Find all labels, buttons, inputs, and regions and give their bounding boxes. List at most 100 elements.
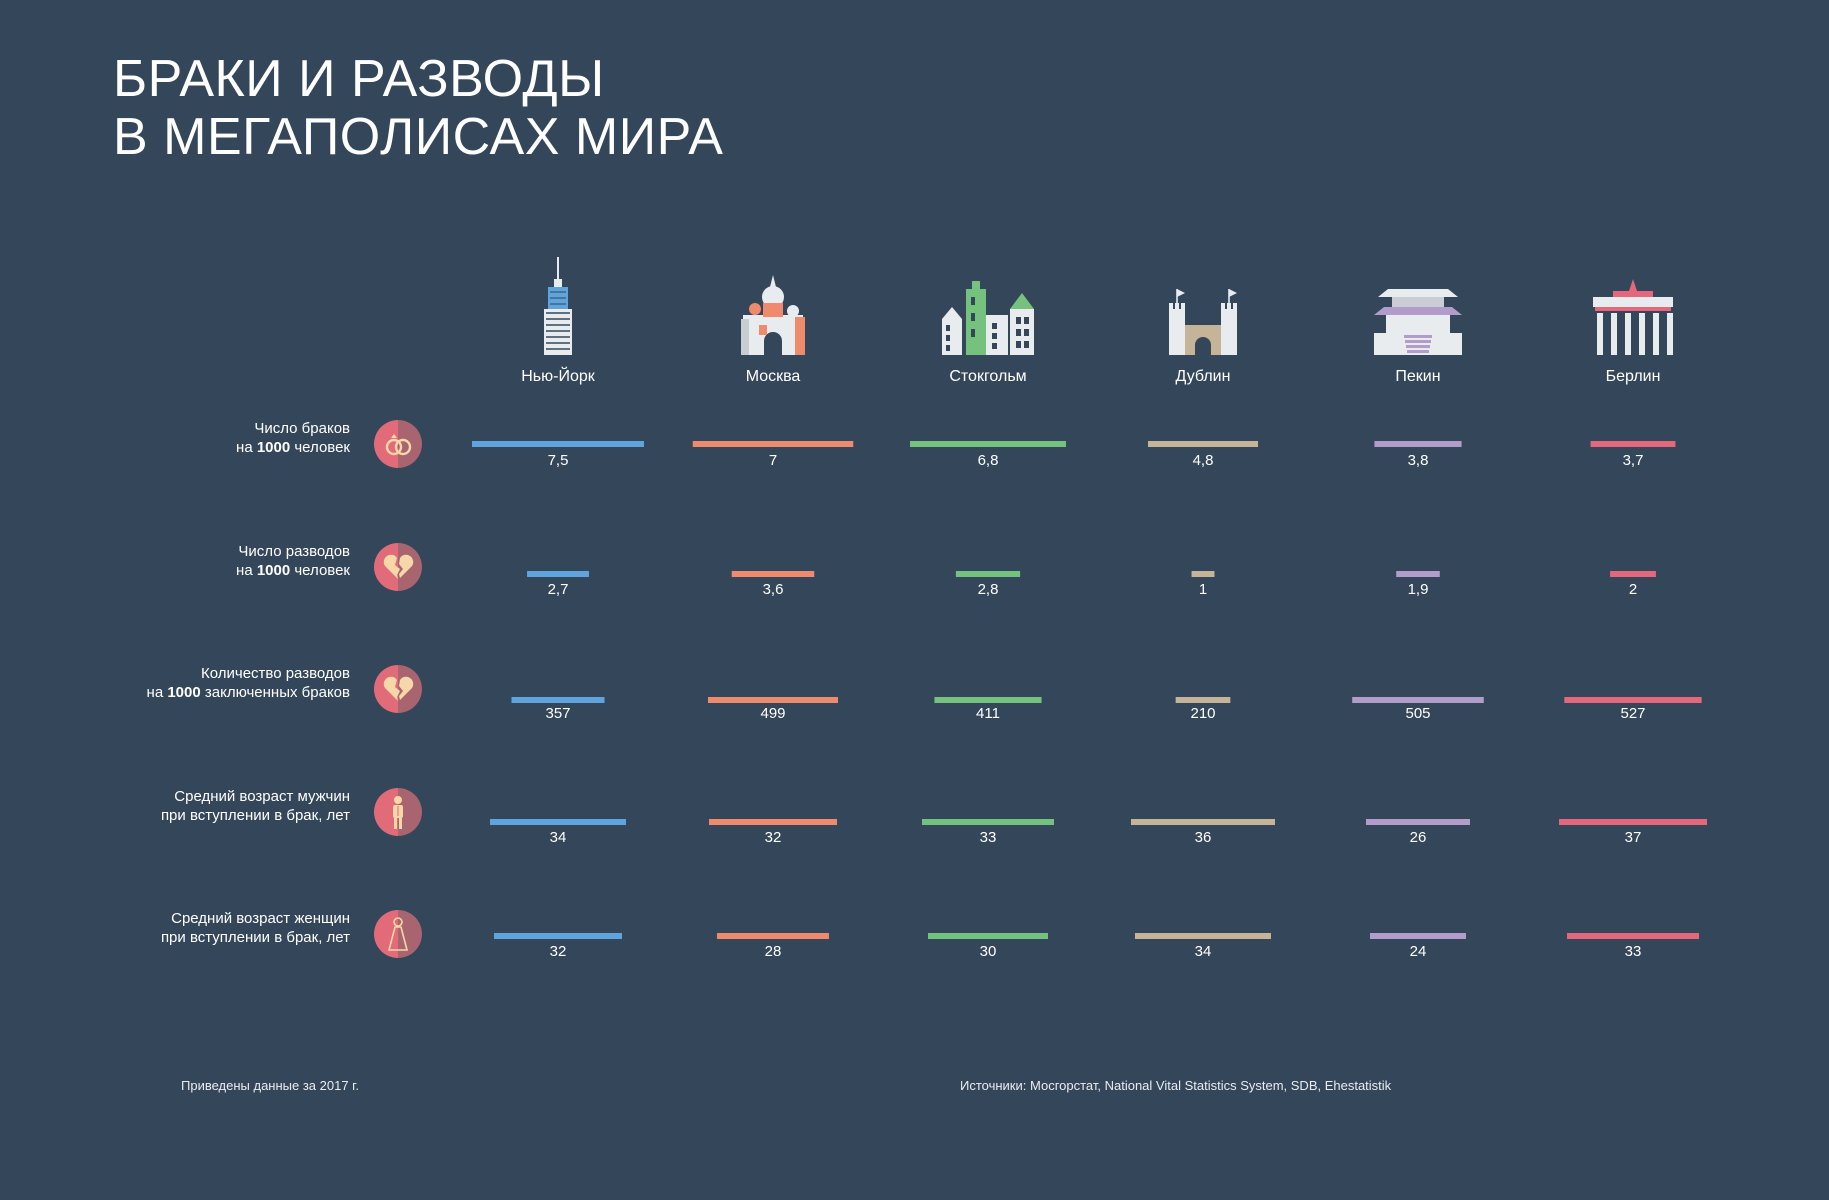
- bar-groom-5: [1559, 819, 1707, 825]
- row-label-line-2: на 1000 человек: [236, 439, 350, 456]
- row-label-prefix: на: [236, 562, 257, 579]
- row-label-suffix: при вступлении в брак, лет: [161, 807, 350, 824]
- bar-broken-heart-2: [934, 697, 1042, 703]
- bar-rings-4: [1374, 441, 1462, 447]
- skyscraper-icon: [544, 257, 572, 355]
- value-label: 357: [545, 705, 570, 722]
- value-label: 6,8: [978, 452, 999, 469]
- row-label-line-2: при вступлении в брак, лет: [161, 929, 350, 946]
- city-label: Пекин: [1395, 368, 1440, 385]
- bar-broken-heart-0: [511, 697, 605, 703]
- row-label-prefix: на: [236, 439, 257, 456]
- value-label: 3,8: [1408, 452, 1429, 469]
- bar-broken-heart-0: [527, 571, 589, 577]
- row-label-line-1: Количество разводов: [201, 665, 350, 682]
- value-label: 24: [1410, 943, 1427, 960]
- row-label-line-1: Число браков: [254, 420, 350, 437]
- city-label: Стокгольм: [949, 368, 1026, 385]
- value-label: 34: [550, 829, 567, 846]
- pagoda-icon: [1374, 289, 1462, 355]
- row-label-suffix: человек: [290, 562, 350, 579]
- value-label: 32: [550, 943, 567, 960]
- row-label-line-2: на 1000 человек: [236, 562, 350, 579]
- bar-groom-4: [1366, 819, 1470, 825]
- value-label: 33: [980, 829, 997, 846]
- row-label-line-1: Число разводов: [238, 543, 350, 560]
- value-label: 527: [1620, 705, 1645, 722]
- groom-icon: [374, 788, 422, 836]
- gabled-houses-icon: [942, 281, 1034, 355]
- value-label: 36: [1195, 829, 1212, 846]
- bar-bride-2: [928, 933, 1048, 939]
- value-label: 37: [1625, 829, 1642, 846]
- bar-broken-heart-5: [1610, 571, 1656, 577]
- value-label: 7: [769, 452, 777, 469]
- bar-rings-3: [1147, 441, 1259, 447]
- cathedral-icon: [741, 275, 805, 355]
- bar-broken-heart-4: [1396, 571, 1440, 577]
- row-label-line-2: при вступлении в брак, лет: [161, 807, 350, 824]
- bar-broken-heart-4: [1352, 697, 1484, 703]
- value-label: 3,6: [763, 581, 784, 598]
- bar-bride-3: [1135, 933, 1271, 939]
- row-label-line-1: Средний возраст мужчин: [174, 788, 350, 805]
- bar-bride-4: [1370, 933, 1466, 939]
- data-year-note: Приведены данные за 2017 г.: [181, 1078, 359, 1093]
- value-label: 499: [760, 705, 785, 722]
- rings-icon: [374, 420, 422, 468]
- bar-rings-2: [910, 441, 1066, 447]
- value-label: 3,7: [1623, 452, 1644, 469]
- bar-groom-1: [709, 819, 837, 825]
- bar-broken-heart-1: [731, 571, 815, 577]
- value-label: 34: [1195, 943, 1212, 960]
- row-label-number: 1000: [257, 562, 290, 579]
- bar-bride-1: [717, 933, 829, 939]
- bar-groom-3: [1131, 819, 1275, 825]
- title-line-1: БРАКИ И РАЗВОДЫ: [113, 50, 605, 108]
- bar-rings-5: [1590, 441, 1676, 447]
- row-label-line-1: Средний возраст женщин: [171, 910, 350, 927]
- city-label: Москва: [746, 368, 801, 385]
- page-title: БРАКИ И РАЗВОДЫ В МЕГАПОЛИСАХ МИРА: [113, 50, 723, 166]
- broken-heart-icon: [374, 665, 422, 713]
- broken-heart-icon: [374, 543, 422, 591]
- value-label: 4,8: [1193, 452, 1214, 469]
- city-label: Дублин: [1176, 368, 1231, 385]
- castle-icon: [1169, 289, 1237, 355]
- bar-broken-heart-2: [955, 571, 1021, 577]
- bride-icon: [374, 910, 422, 958]
- value-label: 2: [1629, 581, 1637, 598]
- bar-broken-heart-5: [1564, 697, 1702, 703]
- row-label-number: 1000: [167, 684, 200, 701]
- value-label: 30: [980, 943, 997, 960]
- value-label: 26: [1410, 829, 1427, 846]
- value-label: 1,9: [1408, 581, 1429, 598]
- value-label: 33: [1625, 943, 1642, 960]
- city-label: Берлин: [1606, 368, 1661, 385]
- sources-note: Источники: Мосгорстат, National Vital St…: [960, 1078, 1392, 1093]
- value-label: 1: [1199, 581, 1207, 598]
- row-label-line-2: на 1000 заключенных браков: [147, 684, 350, 701]
- bar-groom-2: [922, 819, 1054, 825]
- value-label: 7,5: [548, 452, 569, 469]
- bar-groom-0: [490, 819, 626, 825]
- row-label-suffix: человек: [290, 439, 350, 456]
- brandenburg-gate-icon: [1593, 279, 1673, 355]
- bar-rings-0: [472, 441, 644, 447]
- row-label-suffix: заключенных браков: [201, 684, 350, 701]
- title-line-2: В МЕГАПОЛИСАХ МИРА: [113, 108, 724, 166]
- bar-bride-5: [1567, 933, 1699, 939]
- bar-broken-heart-3: [1191, 571, 1215, 577]
- row-label-number: 1000: [257, 439, 290, 456]
- value-label: 28: [765, 943, 782, 960]
- row-label-suffix: при вступлении в брак, лет: [161, 929, 350, 946]
- value-label: 32: [765, 829, 782, 846]
- bar-broken-heart-3: [1175, 697, 1231, 703]
- value-label: 210: [1190, 705, 1215, 722]
- city-label: Нью-Йорк: [521, 366, 596, 385]
- value-label: 2,7: [548, 581, 569, 598]
- bar-broken-heart-1: [707, 697, 839, 703]
- value-label: 411: [976, 705, 1000, 722]
- bar-bride-0: [494, 933, 622, 939]
